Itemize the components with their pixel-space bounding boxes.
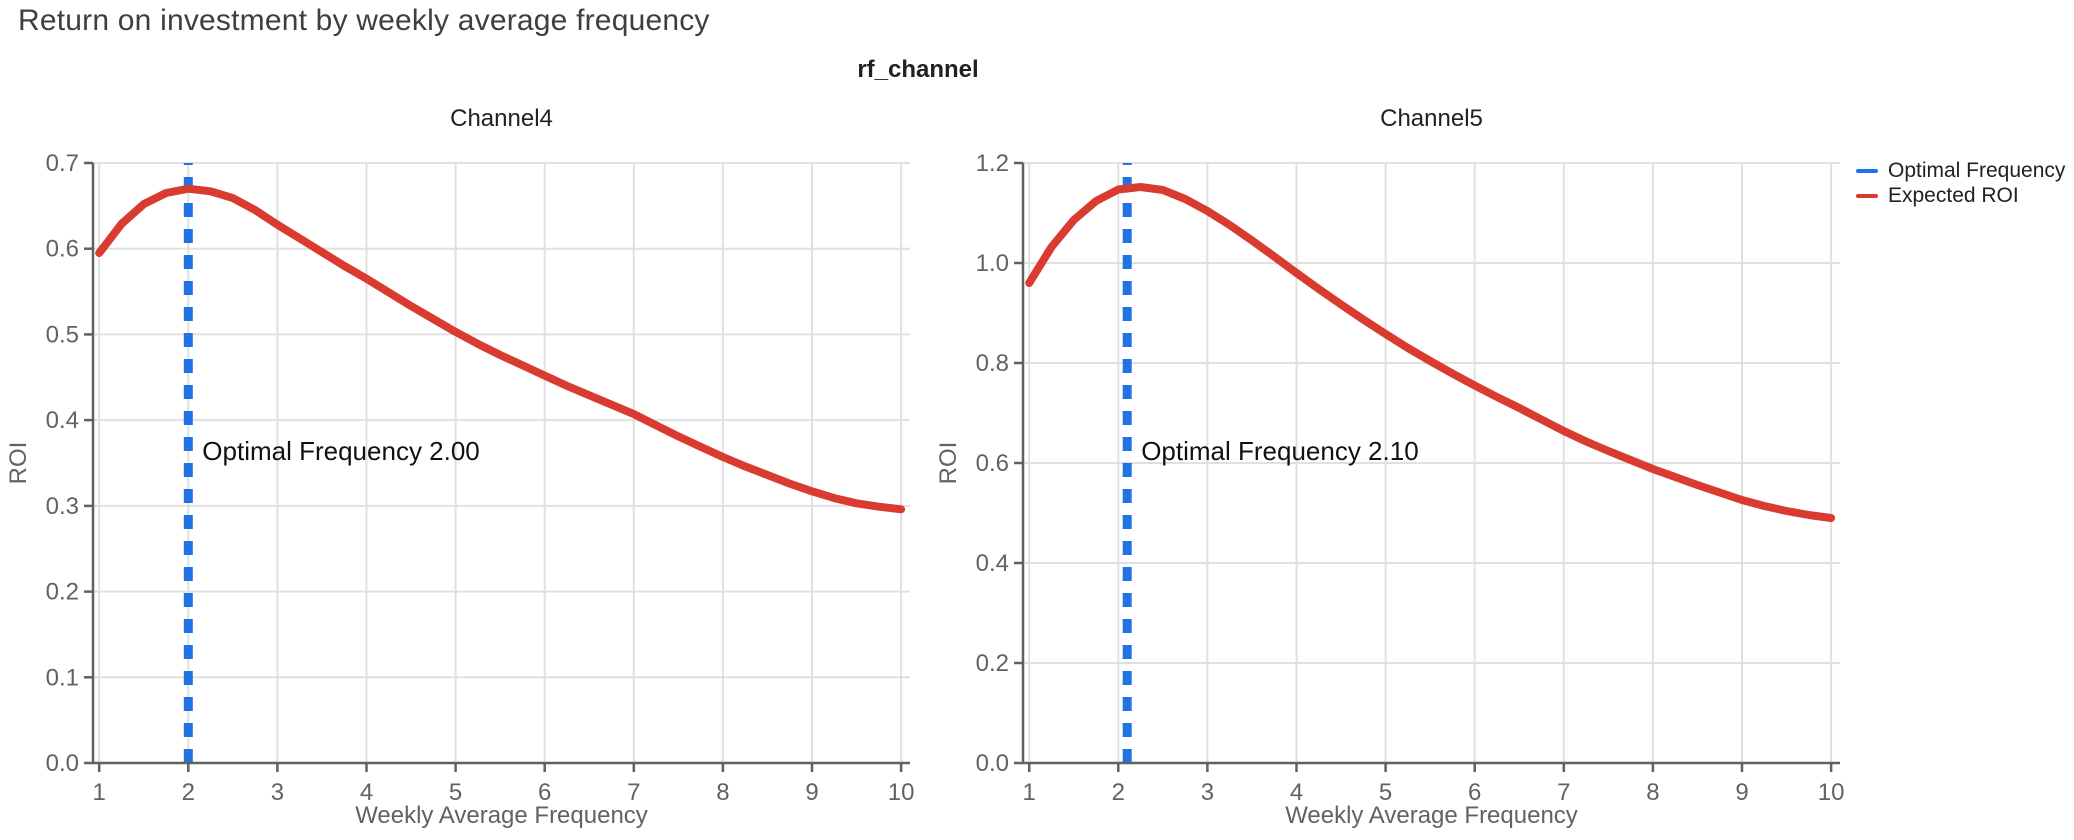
y-tick-label: 0.0	[976, 750, 1009, 777]
x-tick-label: 1	[93, 779, 106, 806]
y-tick-label: 0.8	[976, 350, 1009, 377]
y-tick-label: 0.2	[46, 579, 79, 606]
x-tick-label: 9	[1735, 779, 1748, 806]
optimal-frequency-annotation: Optimal Frequency 2.10	[1141, 436, 1418, 466]
x-tick-label: 1	[1023, 779, 1036, 806]
page-title: Return on investment by weekly average f…	[18, 4, 710, 37]
x-axis-label: Weekly Average Frequency	[1285, 802, 1578, 829]
y-tick-label: 0.6	[46, 236, 79, 263]
y-tick-label: 1.0	[976, 250, 1009, 277]
x-tick-label: 8	[716, 779, 729, 806]
x-tick-label: 7	[627, 779, 640, 806]
optimal-frequency-annotation: Optimal Frequency 2.00	[202, 436, 479, 466]
x-tick-label: 7	[1557, 779, 1570, 806]
x-tick-label: 10	[1818, 779, 1845, 806]
y-axis-label: ROI	[5, 442, 32, 485]
legend-item-optimal-frequency: Optimal Frequency	[1856, 158, 2065, 183]
x-tick-label: 8	[1646, 779, 1659, 806]
x-tick-label: 6	[1468, 779, 1481, 806]
y-axis-label: ROI	[935, 442, 962, 485]
x-tick-label: 5	[449, 779, 462, 806]
y-tick-label: 0.0	[46, 750, 79, 777]
y-tick-label: 0.6	[976, 450, 1009, 477]
x-tick-label: 9	[805, 779, 818, 806]
panel-title: Channel5	[1380, 105, 1483, 132]
chart-panel-channel5: 1 2 3 4 5 6 7 8 9 10 0.0 0.2 0.4 0.6 0.8 1.0 1.2 Channel5…	[930, 95, 1870, 840]
legend-line-marker	[1856, 168, 1878, 173]
chart-panel-channel4: 1 2 3 4 5 6 7 8 9 10 0.0 0.1 0.2 0.3 0.4 0.5 0.6 0.7 Chann…	[0, 95, 940, 840]
legend-item-label: Expected ROI	[1888, 183, 2019, 207]
roi-chart-channel4: 1 2 3 4 5 6 7 8 9 10 0.0 0.1 0.2 0.3 0.4 0.5 0.6 0.7 Chann…	[5, 105, 915, 829]
x-tick-label: 4	[1290, 779, 1303, 806]
x-tick-label: 4	[360, 779, 373, 806]
expected-roi-curve	[1025, 183, 1836, 522]
x-axis-label: Weekly Average Frequency	[355, 802, 648, 829]
y-tick-label: 0.4	[976, 550, 1009, 577]
y-tick-label: 0.4	[46, 407, 79, 434]
legend-item-expected-roi: Expected ROI	[1856, 183, 2065, 208]
panel-title: Channel4	[450, 105, 553, 132]
x-tick-label: 2	[1112, 779, 1125, 806]
y-tick-label: 0.3	[46, 493, 79, 520]
legend-line-marker	[1856, 193, 1878, 198]
x-tick-label: 3	[1201, 779, 1214, 806]
y-tick-label: 0.2	[976, 650, 1009, 677]
legend-item-label: Optimal Frequency	[1888, 158, 2066, 182]
x-tick-label: 3	[271, 779, 284, 806]
x-tick-label: 2	[182, 779, 195, 806]
x-tick-label: 5	[1379, 779, 1392, 806]
chart-legend: Optimal Frequency Expected ROI	[1856, 158, 2065, 208]
x-tick-label: 6	[538, 779, 551, 806]
roi-chart-channel5: 1 2 3 4 5 6 7 8 9 10 0.0 0.2 0.4 0.6 0.8 1.0 1.2 Channel5…	[935, 105, 1845, 829]
facet-variable-title: rf_channel	[857, 56, 979, 83]
y-tick-label: 0.1	[46, 664, 79, 691]
y-tick-label: 0.5	[46, 321, 79, 348]
y-tick-label: 1.2	[976, 150, 1009, 177]
expected-roi-curve	[95, 184, 906, 514]
x-tick-label: 10	[888, 779, 915, 806]
y-tick-label: 0.7	[46, 150, 79, 177]
